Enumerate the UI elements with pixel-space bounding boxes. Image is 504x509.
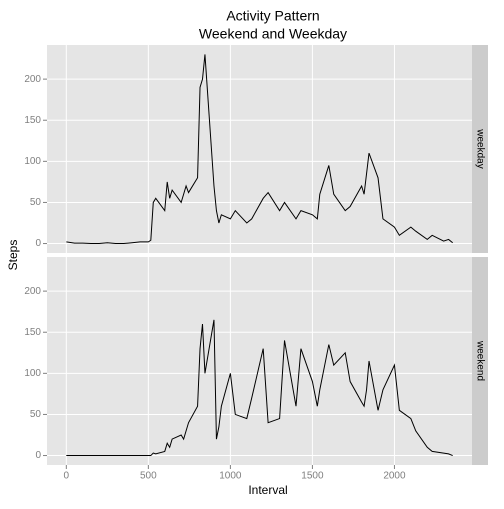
y-tick-label: 0 xyxy=(35,238,41,249)
x-tick-label: 1000 xyxy=(219,471,242,482)
y-tick-label: 100 xyxy=(24,368,41,379)
y-tick-label: 50 xyxy=(30,197,42,208)
y-tick-label: 0 xyxy=(35,450,41,461)
y-tick-label: 50 xyxy=(30,409,42,420)
panel-background xyxy=(47,257,472,465)
facet-label: weekend xyxy=(474,340,485,381)
x-axis-label: Interval xyxy=(248,483,287,497)
y-tick-label: 150 xyxy=(24,327,41,338)
chart-subtitle: Weekend and Weekday xyxy=(199,26,347,42)
chart-title: Activity Pattern xyxy=(226,8,319,24)
panel-background xyxy=(47,45,472,253)
line xyxy=(66,54,453,245)
x-tick-label: 0 xyxy=(64,471,70,482)
x-tick-label: 2000 xyxy=(383,471,406,482)
line xyxy=(66,319,453,457)
y-tick-label: 200 xyxy=(24,74,41,85)
y-axis-label: Steps xyxy=(6,240,20,271)
facet-strip xyxy=(472,45,488,253)
y-tick-label: 100 xyxy=(24,156,41,167)
facet-label: weekday xyxy=(474,128,485,168)
y-tick-label: 200 xyxy=(24,286,41,297)
facet-strip xyxy=(472,257,488,465)
y-tick-label: 150 xyxy=(24,115,41,126)
x-tick-label: 1500 xyxy=(301,471,324,482)
x-tick-label: 500 xyxy=(140,471,157,482)
